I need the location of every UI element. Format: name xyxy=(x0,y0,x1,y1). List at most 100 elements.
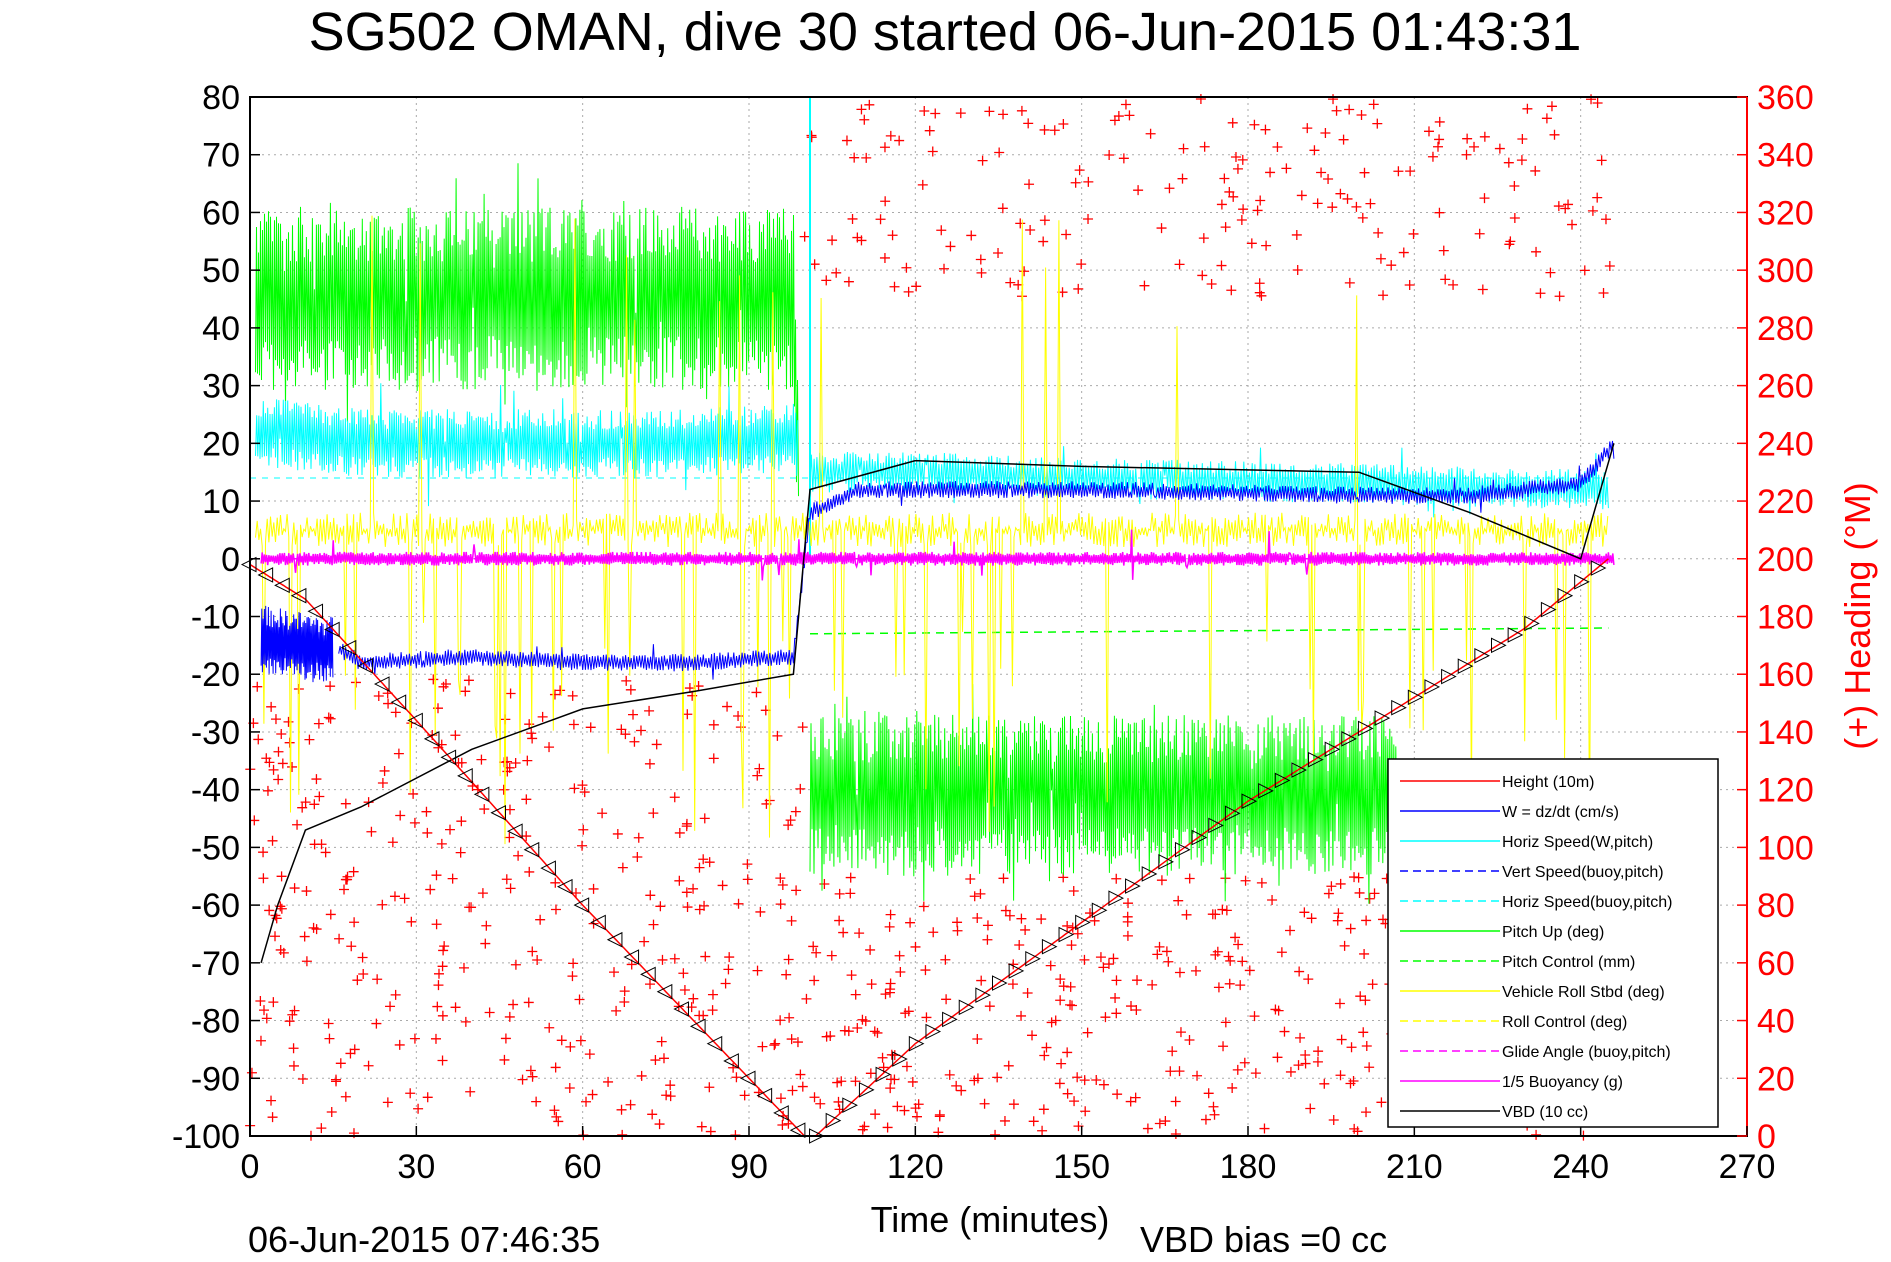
heading-point xyxy=(421,806,432,817)
heading-point xyxy=(1178,143,1189,154)
heading-point xyxy=(288,1043,299,1054)
heading-point xyxy=(1300,1050,1311,1061)
y-tick-label: -40 xyxy=(191,772,240,810)
heading-point xyxy=(645,979,656,990)
heading-point xyxy=(1230,932,1241,943)
heading-point xyxy=(707,1005,718,1016)
heading-point xyxy=(1111,975,1122,986)
heading-point xyxy=(1531,1129,1542,1140)
heading-point xyxy=(865,1068,876,1079)
height-marker xyxy=(590,914,606,931)
heading-point xyxy=(1361,1107,1372,1118)
height-marker xyxy=(723,1053,739,1069)
heading-point xyxy=(1239,1057,1250,1068)
heading-point xyxy=(587,1089,598,1100)
heading-point xyxy=(777,880,788,891)
heading-point xyxy=(648,919,659,930)
heading-point xyxy=(885,1083,896,1094)
heading-point xyxy=(976,975,987,986)
heading-point xyxy=(775,1015,786,1026)
heading-point xyxy=(476,754,487,765)
heading-point xyxy=(786,1034,797,1045)
heading-point xyxy=(581,1096,592,1107)
height-marker xyxy=(1125,878,1141,894)
heading-point xyxy=(795,1069,806,1080)
heading-point xyxy=(1377,914,1388,925)
heading-point xyxy=(1147,979,1158,990)
heading-point xyxy=(921,1012,932,1023)
heading-point xyxy=(752,965,763,976)
heading-point xyxy=(330,1074,341,1085)
heading-point xyxy=(994,147,1005,158)
heading-point xyxy=(972,1033,983,1044)
heading-point xyxy=(884,987,895,998)
heading-point xyxy=(1433,141,1443,152)
heading-point xyxy=(1249,1011,1260,1022)
heading-point xyxy=(913,1099,924,1110)
heading-point xyxy=(1586,94,1597,105)
heading-point xyxy=(1091,1075,1102,1086)
heading-point xyxy=(1014,939,1025,950)
heading-point xyxy=(819,878,830,889)
right-tick-label: 180 xyxy=(1757,599,1814,637)
heading-point xyxy=(377,778,388,789)
heading-point xyxy=(1276,947,1287,958)
heading-point xyxy=(790,806,801,817)
heading-point xyxy=(872,1027,883,1038)
heading-point xyxy=(1345,923,1356,934)
heading-point xyxy=(1080,1106,1091,1117)
heading-point xyxy=(707,989,718,1000)
heading-point xyxy=(1125,1096,1136,1107)
heading-point xyxy=(1015,218,1026,229)
heading-point xyxy=(1479,131,1490,142)
heading-point xyxy=(724,952,735,963)
height-marker xyxy=(1540,601,1557,618)
heading-point xyxy=(299,931,310,942)
heading-point xyxy=(1405,166,1416,177)
y-tick-label: 60 xyxy=(202,194,240,232)
heading-point xyxy=(786,915,797,926)
heading-point xyxy=(544,1022,555,1033)
heading-point xyxy=(751,687,762,698)
height-marker xyxy=(1507,627,1524,643)
heading-point xyxy=(1145,128,1156,139)
heading-point xyxy=(275,944,286,955)
heading-point xyxy=(1074,165,1085,176)
heading-point xyxy=(456,816,467,827)
heading-point xyxy=(669,953,680,964)
heading-point xyxy=(431,919,442,930)
heading-point xyxy=(1181,909,1192,920)
heading-point xyxy=(311,774,322,785)
heading-point xyxy=(1517,134,1528,145)
heading-point xyxy=(1373,227,1384,238)
heading-point xyxy=(1270,1004,1281,1015)
heading-point xyxy=(1323,888,1334,899)
legend-label: VBD (10 cc) xyxy=(1502,1104,1588,1121)
heading-point xyxy=(1259,1123,1270,1134)
heading-point xyxy=(252,681,263,692)
heading-point xyxy=(1056,1058,1067,1069)
heading-point xyxy=(679,985,690,996)
series-buoyancy xyxy=(260,529,1615,581)
heading-point xyxy=(699,813,710,824)
heading-point xyxy=(1039,124,1050,135)
legend-label: 1/5 Buoyancy (g) xyxy=(1502,1074,1623,1091)
legend-label: Vert Speed(buoy,pitch) xyxy=(1502,864,1664,881)
heading-point xyxy=(255,1035,266,1046)
heading-point xyxy=(1198,233,1209,244)
heading-point xyxy=(875,214,886,225)
heading-point xyxy=(276,903,287,914)
heading-point xyxy=(1072,1072,1083,1083)
heading-point xyxy=(273,774,284,785)
heading-point xyxy=(616,724,627,735)
heading-point xyxy=(1256,290,1267,301)
right-tick-label: 340 xyxy=(1757,137,1814,175)
height-marker xyxy=(1391,699,1407,716)
heading-point xyxy=(1111,1008,1122,1019)
heading-point xyxy=(1225,955,1236,966)
heading-point xyxy=(787,1085,798,1096)
heading-point xyxy=(549,689,560,700)
height-marker xyxy=(1224,805,1241,822)
heading-point xyxy=(665,1091,676,1102)
heading-point xyxy=(885,978,896,989)
